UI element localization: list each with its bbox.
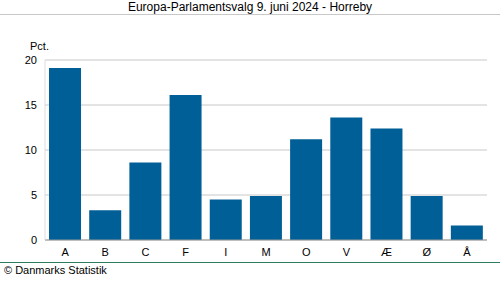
- svg-text:5: 5: [31, 189, 37, 201]
- svg-text:20: 20: [25, 54, 37, 66]
- svg-text:15: 15: [25, 99, 37, 111]
- html-text:Pct.: Pct.: [30, 40, 49, 52]
- svg-text:M: M: [261, 246, 270, 258]
- svg-text:Ø: Ø: [422, 246, 431, 258]
- svg-text:I: I: [224, 246, 227, 258]
- html-text:© Danmarks Statistik: © Danmarks Statistik: [4, 264, 107, 276]
- svg-text:Å: Å: [463, 246, 471, 258]
- svg-text:O: O: [302, 246, 311, 258]
- svg-text:B: B: [102, 246, 109, 258]
- svg-text:0: 0: [31, 234, 37, 246]
- svg-text:A: A: [61, 246, 69, 258]
- svg-text:10: 10: [25, 144, 37, 156]
- svg-text:C: C: [141, 246, 149, 258]
- html-text:Europa-Parlamentsvalg 9. juni: Europa-Parlamentsvalg 9. juni 2024 - Hor…: [127, 0, 373, 14]
- svg-text:Æ: Æ: [381, 246, 392, 258]
- svg-text:V: V: [343, 246, 351, 258]
- svg-text:F: F: [182, 246, 189, 258]
